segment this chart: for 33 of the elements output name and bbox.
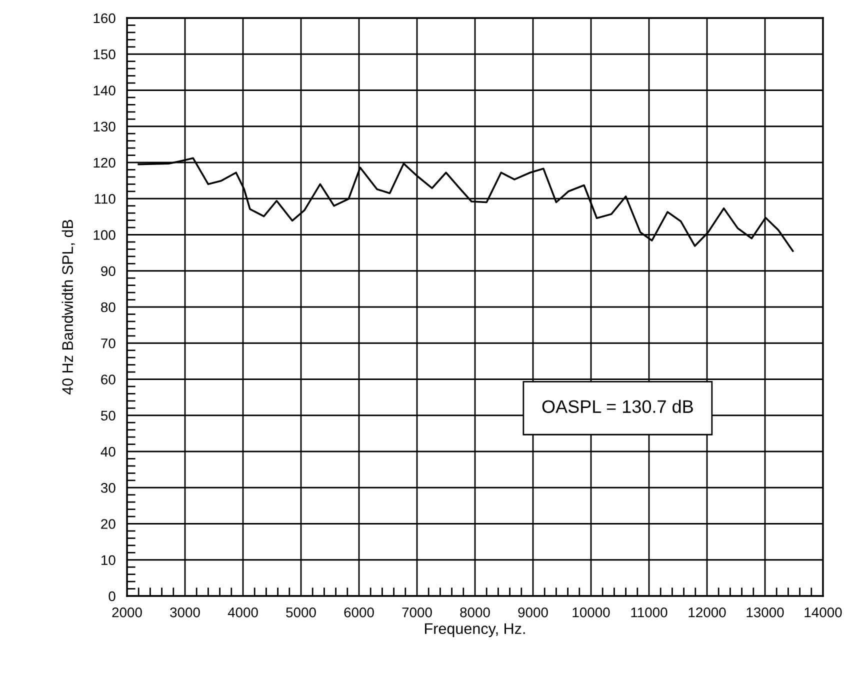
y-tick-label: 60 (101, 374, 116, 384)
x-tick-label: 11000 (631, 607, 668, 618)
x-tick-label: 4000 (228, 607, 258, 618)
x-tick-label: 7000 (402, 607, 432, 618)
x-tick-label: 8000 (460, 607, 490, 618)
y-tick-label: 20 (101, 519, 116, 529)
y-tick-label: 0 (108, 591, 116, 602)
x-tick-label: 2000 (112, 607, 142, 618)
x-tick-label: 9000 (518, 607, 548, 618)
y-tick-label: 110 (94, 194, 116, 204)
x-axis-title: Frequency, Hz. (425, 623, 525, 638)
y-tick-label: 40 (100, 446, 116, 457)
y-tick-label: 70 (101, 338, 116, 348)
x-tick-label: 12000 (688, 607, 726, 618)
x-tick-label: 5000 (286, 607, 316, 618)
y-tick-label: 130 (94, 122, 116, 132)
y-tick-label: 100 (94, 230, 116, 240)
y-tick-label: 80 (101, 302, 116, 312)
y-tick-label: 50 (100, 410, 116, 421)
y-tick-label: 140 (94, 86, 116, 96)
x-tick-label: 3000 (170, 607, 200, 618)
y-tick-label: 90 (101, 266, 116, 276)
x-tick-label: 13000 (746, 607, 784, 618)
x-tick-label: 10000 (572, 607, 610, 618)
y-tick-label: 160 (94, 13, 116, 24)
x-tick-label: 14000 (804, 607, 842, 618)
y-tick-label: 30 (100, 482, 116, 493)
y-tick-label: 150 (94, 49, 116, 60)
y-tick-label: 10 (102, 555, 116, 566)
y-tick-label: 120 (94, 158, 116, 168)
x-tick-label: 6000 (344, 607, 374, 618)
y-axis-title: 40 Hz Bandwidth SPL, dB (62, 220, 75, 395)
annotation: OASPL = 130.7 dB (542, 400, 693, 413)
